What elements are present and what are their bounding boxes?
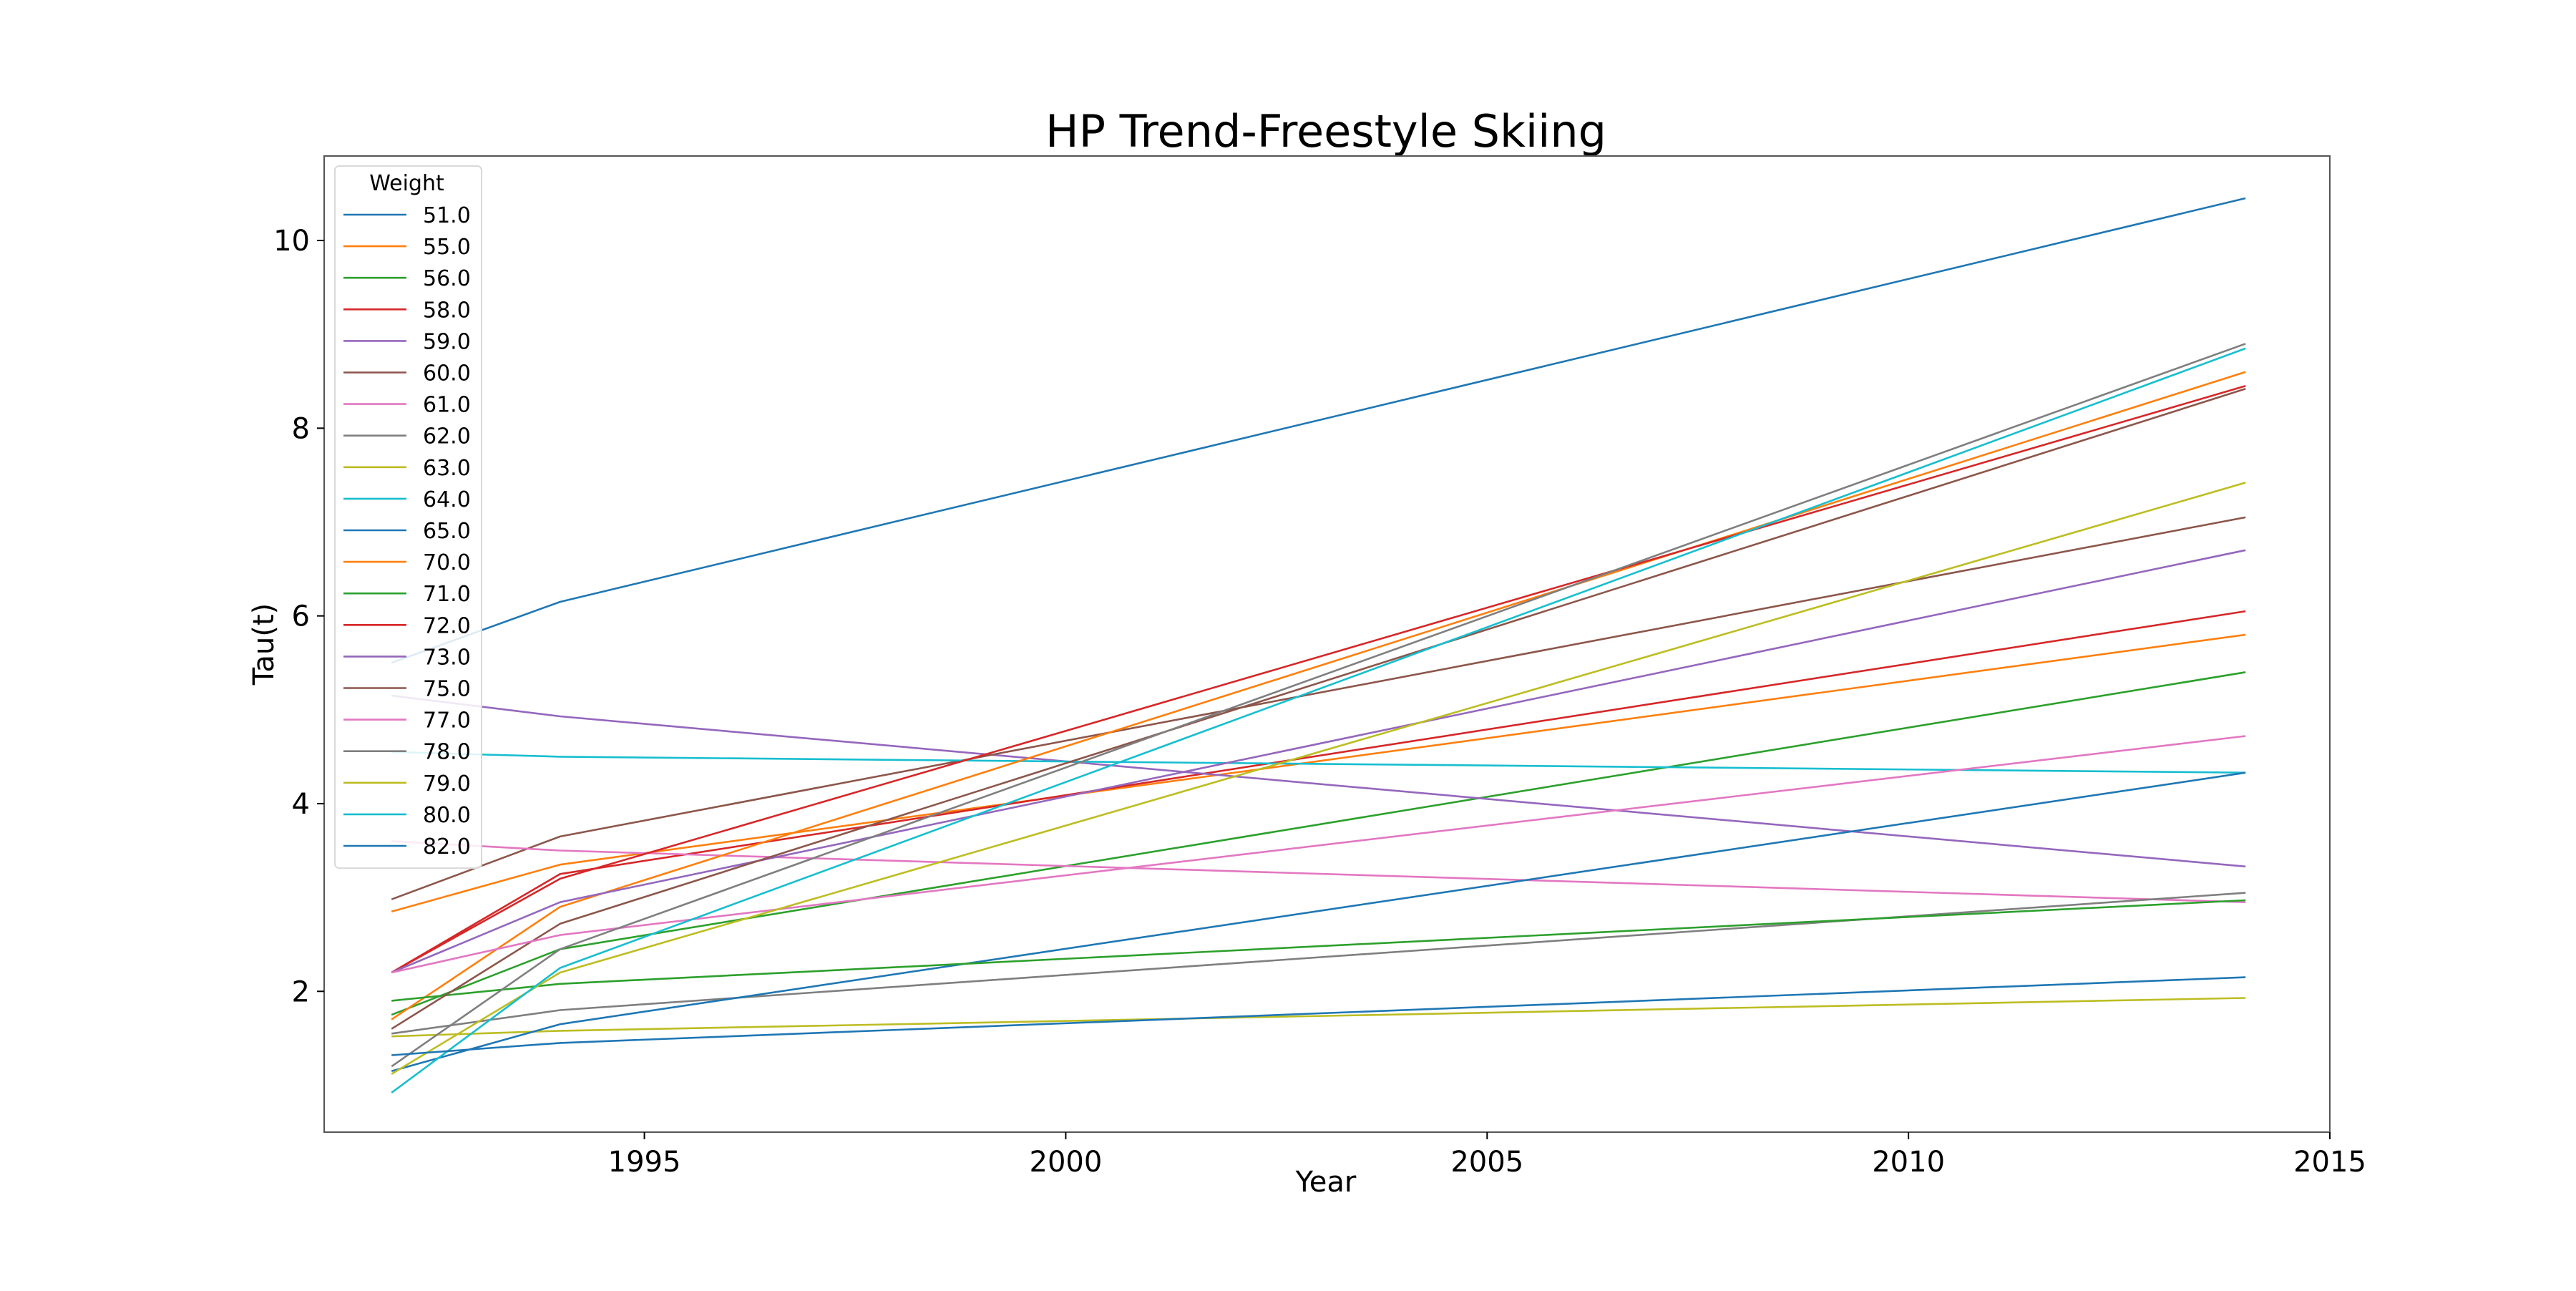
series-line-56.0 <box>391 671 2246 1016</box>
series-line-59.0 <box>391 694 2246 868</box>
legend-entry-label: 56.0 <box>423 266 471 291</box>
series-line-55.0 <box>391 633 2246 913</box>
legend-entry-label: 79.0 <box>423 771 471 796</box>
series-line-72.0 <box>391 385 2246 974</box>
legend-entry-label: 78.0 <box>423 740 471 765</box>
x-axis-label: Year <box>1295 1166 1357 1199</box>
y-axis-label: Tau(t) <box>248 603 280 686</box>
y-tick-label: 8 <box>292 412 310 445</box>
x-axis-ticks: 1995 2000 2005 2010 2015 <box>608 1132 2366 1179</box>
series-line-73.0 <box>391 549 2246 974</box>
legend-entry-label: 73.0 <box>423 645 471 670</box>
y-tick-label: 6 <box>292 600 310 633</box>
x-tick-label: 2005 <box>1450 1146 1523 1179</box>
legend-entry-label: 61.0 <box>423 393 471 418</box>
legend-entry-label: 72.0 <box>423 613 471 638</box>
x-tick-label: 1995 <box>608 1146 681 1179</box>
series-line-51.0 <box>391 197 2246 664</box>
legend-entry-label: 64.0 <box>423 487 471 512</box>
series-line-65.0 <box>391 771 2246 1073</box>
y-axis-ticks: 2 4 6 8 10 <box>273 225 324 1008</box>
series-line-60.0 <box>391 516 2246 900</box>
legend-title: Weight <box>369 171 444 196</box>
series-line-82.0 <box>391 976 2246 1056</box>
x-tick-label: 2015 <box>2293 1146 2366 1179</box>
series-layer <box>391 197 2246 1093</box>
x-tick-label: 2000 <box>1030 1146 1103 1179</box>
legend-entry-label: 77.0 <box>423 708 471 734</box>
legend-entry-label: 55.0 <box>423 235 471 260</box>
legend: Weight 51.0 55.0 56.0 58.0 59.0 60.0 61.0 62.0 63… <box>334 165 482 869</box>
series-line-71.0 <box>391 899 2246 1002</box>
series-line-58.0 <box>391 610 2246 974</box>
legend-entry-label: 71.0 <box>423 582 471 607</box>
legend-entry-label: 62.0 <box>423 424 471 449</box>
legend-entry-label: 80.0 <box>423 803 471 828</box>
legend-entry-label: 58.0 <box>423 298 471 323</box>
series-line-62.0 <box>391 892 2246 1035</box>
y-tick-label: 2 <box>292 975 310 1008</box>
legend-entry-label: 60.0 <box>423 361 471 386</box>
legend-entry-label: 63.0 <box>423 456 471 481</box>
series-line-77.0 <box>391 735 2246 974</box>
x-tick-label: 2010 <box>1872 1146 1945 1179</box>
y-tick-label: 10 <box>273 225 310 258</box>
legend-entry-label: 51.0 <box>423 203 471 228</box>
series-line-79.0 <box>391 482 2246 1075</box>
chart-title: HP Trend-Freestyle Skiing <box>1045 105 1606 157</box>
legend-entry-label: 82.0 <box>423 834 471 859</box>
series-line-63.0 <box>391 997 2246 1038</box>
legend-entry-label: 70.0 <box>423 550 471 575</box>
legend-entry-label: 65.0 <box>423 519 471 544</box>
plot-area-frame <box>323 155 2331 1133</box>
series-line-78.0 <box>391 343 2246 1068</box>
legend-entry-label: 59.0 <box>423 329 471 354</box>
y-tick-label: 4 <box>292 788 310 821</box>
series-line-75.0 <box>391 388 2246 1030</box>
legend-entry-label: 75.0 <box>423 677 471 702</box>
